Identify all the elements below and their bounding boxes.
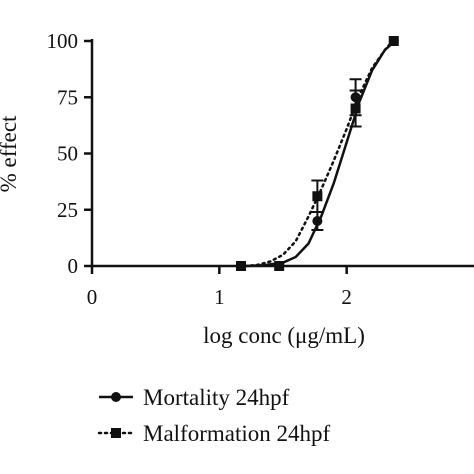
legend-mortality-marker xyxy=(111,392,121,402)
legend-mortality-label: Mortality 24hpf xyxy=(143,385,290,410)
x-tick-label-0: 0 xyxy=(87,285,98,309)
fitted-curves xyxy=(243,39,396,268)
x-tick-label-1: 1 xyxy=(214,285,225,309)
y-axis-title: % effect xyxy=(0,115,21,192)
point-series-1-0 xyxy=(235,261,246,271)
point-series-1-2 xyxy=(312,191,323,202)
point-series-0-3 xyxy=(350,92,361,103)
data-markers xyxy=(235,36,399,271)
point-series-1-3 xyxy=(350,103,361,114)
curve-series-0 xyxy=(244,40,396,268)
axes xyxy=(84,39,474,274)
legend: Mortality 24hpf Malformation 24hpf xyxy=(97,385,330,446)
legend-malformation-label: Malformation 24hpf xyxy=(143,421,330,446)
point-series-1-1 xyxy=(274,261,285,271)
point-series-0-2 xyxy=(312,216,323,226)
curve-series-1 xyxy=(243,39,394,268)
point-series-1-4 xyxy=(388,36,399,46)
y-tick-label-50: 50 xyxy=(57,142,78,166)
legend-malformation-marker xyxy=(111,428,121,438)
y-tick-label-0: 0 xyxy=(68,254,79,278)
x-axis-title: log conc (μg/mL) xyxy=(203,323,365,348)
tick-labels: 0 25 50 75 100 0 1 2 xyxy=(47,29,352,309)
y-tick-label-100: 100 xyxy=(47,29,79,53)
x-tick-label-2: 2 xyxy=(341,285,352,309)
y-tick-label-75: 75 xyxy=(57,85,78,109)
y-tick-label-25: 25 xyxy=(57,198,78,222)
